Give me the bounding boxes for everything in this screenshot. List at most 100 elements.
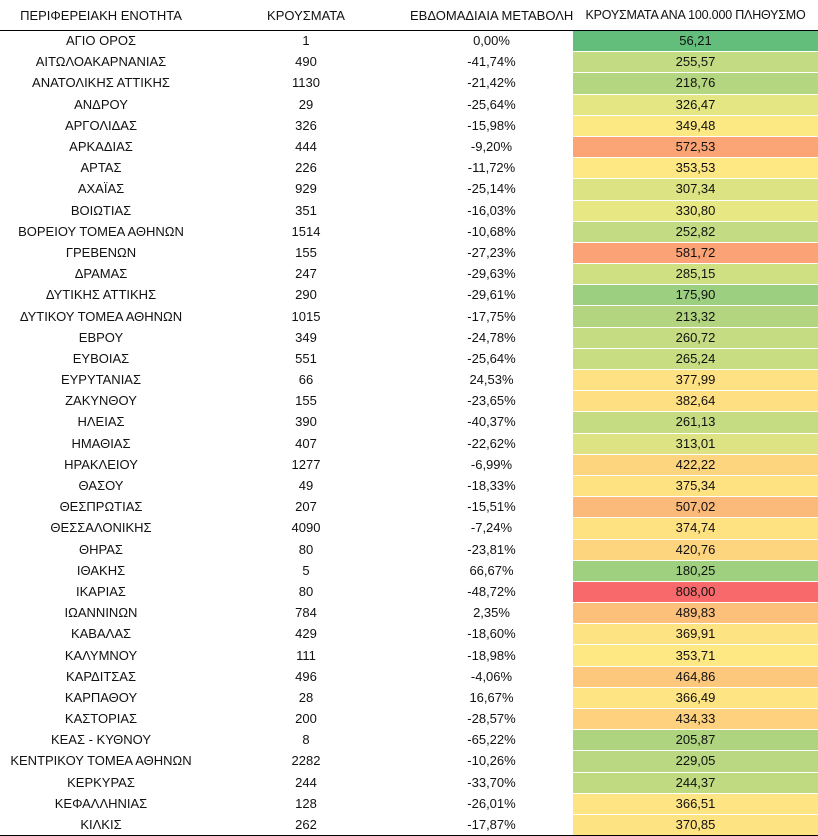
rate-cell[interactable]: 808,00 xyxy=(573,581,818,604)
rate-cell[interactable]: 326,47 xyxy=(573,94,818,116)
cases-cell[interactable]: 80 xyxy=(298,583,314,599)
rate-cell[interactable]: 366,51 xyxy=(573,793,818,815)
rate-cell[interactable]: 374,74 xyxy=(573,517,818,540)
regional-unit-cell[interactable]: ΕΒΡΟΥ xyxy=(78,329,124,345)
regional-unit-cell[interactable]: ΕΥΡΥΤΑΝΙΑΣ xyxy=(60,372,142,388)
regional-unit-cell[interactable]: ΚΕΑΣ - ΚΥΘΝΟΥ xyxy=(50,732,152,748)
cases-cell[interactable]: 111 xyxy=(296,647,316,663)
rate-cell[interactable]: 261,13 xyxy=(573,411,818,434)
cases-cell[interactable]: 28 xyxy=(298,689,314,705)
weekly-change-cell[interactable]: -15,98% xyxy=(467,117,516,133)
weekly-change-cell[interactable]: -28,57% xyxy=(467,711,516,727)
cases-cell[interactable]: 244 xyxy=(295,774,317,790)
weekly-change-cell[interactable]: -9,20% xyxy=(470,139,513,155)
cases-cell[interactable]: 207 xyxy=(295,499,317,515)
regional-unit-cell[interactable]: ΚΕΡΚΥΡΑΣ xyxy=(67,774,135,790)
weekly-change-cell[interactable]: -7,24% xyxy=(470,520,513,536)
weekly-change-cell[interactable]: -25,64% xyxy=(467,350,516,366)
regional-unit-cell[interactable]: ΙΘΑΚΗΣ xyxy=(76,562,126,578)
rate-cell[interactable]: 422,22 xyxy=(573,454,818,476)
cases-cell[interactable]: 490 xyxy=(295,54,317,70)
rate-cell[interactable]: 175,90 xyxy=(573,284,818,307)
cases-cell[interactable]: 929 xyxy=(295,181,317,197)
weekly-change-cell[interactable]: -6,99% xyxy=(470,456,513,472)
regional-unit-cell[interactable]: ΗΜΑΘΙΑΣ xyxy=(71,435,131,451)
cases-cell[interactable]: 290 xyxy=(295,287,317,303)
regional-unit-cell[interactable]: ΚΕΝΤΡΙΚΟΥ ΤΟΜΕΑ ΑΘΗΝΩΝ xyxy=(10,753,192,769)
regional-unit-cell[interactable]: ΗΡΑΚΛΕΙΟΥ xyxy=(64,456,138,472)
cases-cell[interactable]: 5 xyxy=(302,562,310,578)
weekly-change-cell[interactable]: -23,81% xyxy=(467,541,516,557)
weekly-change-cell[interactable]: -21,42% xyxy=(467,75,516,91)
cases-cell[interactable]: 49 xyxy=(298,478,314,494)
cases-cell[interactable]: 390 xyxy=(295,414,317,430)
cases-cell[interactable]: 551 xyxy=(295,350,317,366)
weekly-change-cell[interactable]: 66,67% xyxy=(469,562,514,578)
regional-unit-cell[interactable]: ΑΝΑΤΟΛΙΚΗΣ ΑΤΤΙΚΗΣ xyxy=(32,75,170,91)
weekly-change-cell[interactable]: -11,72% xyxy=(467,160,516,176)
regional-unit-cell[interactable]: ΑΧΑΪΑΣ xyxy=(77,181,125,197)
cases-cell[interactable]: 200 xyxy=(295,711,317,727)
cases-cell[interactable]: 80 xyxy=(298,541,314,557)
regional-unit-cell[interactable]: ΚΑΒΑΛΑΣ xyxy=(70,626,132,642)
rate-cell[interactable]: 572,53 xyxy=(573,136,818,159)
regional-unit-cell[interactable]: ΑΡΤΑΣ xyxy=(80,160,122,176)
cases-cell[interactable]: 262 xyxy=(202,814,410,836)
rate-cell[interactable]: 353,71 xyxy=(573,644,818,667)
rate-cell[interactable]: 349,48 xyxy=(573,115,818,137)
rate-cell[interactable]: 213,32 xyxy=(573,305,818,328)
cases-cell[interactable]: 2282 xyxy=(291,753,321,769)
regional-unit-cell[interactable]: ΙΩΑΝΝΙΝΩΝ xyxy=(64,605,138,621)
cases-cell[interactable]: 128 xyxy=(295,795,317,811)
weekly-change-cell[interactable]: 2,35% xyxy=(473,605,510,621)
weekly-change-cell[interactable]: -15,51% xyxy=(467,499,516,515)
cases-cell[interactable]: 1 xyxy=(302,33,310,49)
rate-cell[interactable]: 265,24 xyxy=(573,348,818,371)
regional-unit-cell[interactable]: ΗΛΕΙΑΣ xyxy=(77,414,125,430)
weekly-change-cell[interactable]: -16,03% xyxy=(467,202,516,218)
rate-cell[interactable]: 244,37 xyxy=(573,772,818,794)
cases-cell[interactable]: 66 xyxy=(298,372,314,388)
regional-unit-cell[interactable]: ΑΝΔΡΟΥ xyxy=(74,96,128,112)
cases-cell[interactable]: 8 xyxy=(302,732,310,748)
regional-unit-cell[interactable]: ΑΡΓΟΛΙΔΑΣ xyxy=(64,117,138,133)
weekly-change-cell[interactable]: -17,75% xyxy=(467,308,516,324)
rate-cell[interactable]: 507,02 xyxy=(573,496,818,519)
rate-cell[interactable]: 255,57 xyxy=(573,51,818,74)
regional-unit-cell[interactable]: ΘΕΣΣΑΛΟΝΙΚΗΣ xyxy=(50,520,152,536)
cases-cell[interactable]: 496 xyxy=(295,668,317,684)
weekly-change-cell[interactable]: -22,62% xyxy=(467,435,516,451)
rate-cell[interactable]: 370,85 xyxy=(573,814,818,836)
weekly-change-cell[interactable]: -10,26% xyxy=(467,753,516,769)
regional-unit-cell[interactable]: ΚΑΡΠΑΘΟΥ xyxy=(64,689,138,705)
weekly-change-cell[interactable]: -18,60% xyxy=(467,626,516,642)
regional-unit-cell[interactable]: ΕΥΒΟΙΑΣ xyxy=(72,350,130,366)
rate-cell[interactable]: 260,72 xyxy=(573,327,818,349)
cases-cell[interactable]: 1514 xyxy=(291,223,321,239)
regional-unit-cell[interactable]: ΒΟΙΩΤΙΑΣ xyxy=(70,202,132,218)
rate-cell[interactable]: 382,64 xyxy=(573,390,818,413)
regional-unit-cell[interactable]: ΚΕΦΑΛΛΗΝΙΑΣ xyxy=(54,795,148,811)
weekly-change-cell[interactable]: -41,74% xyxy=(467,54,516,70)
regional-unit-cell[interactable]: ΑΙΤΩΛΟΑΚΑΡΝΑΝΙΑΣ xyxy=(35,54,167,70)
regional-unit-cell[interactable]: ΔΥΤΙΚΗΣ ΑΤΤΙΚΗΣ xyxy=(45,287,157,303)
weekly-change-cell[interactable]: -23,65% xyxy=(467,393,516,409)
regional-unit-cell[interactable]: ΘΑΣΟΥ xyxy=(78,478,124,494)
weekly-change-cell[interactable]: -18,33% xyxy=(467,478,516,494)
cases-cell[interactable]: 1015 xyxy=(291,308,321,324)
cases-cell[interactable]: 1130 xyxy=(292,75,320,91)
cases-cell[interactable]: 1277 xyxy=(291,456,321,472)
rate-cell[interactable]: 366,49 xyxy=(573,687,818,710)
weekly-change-cell[interactable]: -18,98% xyxy=(467,647,516,663)
weekly-change-cell[interactable]: -48,72% xyxy=(467,583,516,599)
weekly-change-cell[interactable]: -24,78% xyxy=(467,329,516,345)
rate-cell[interactable]: 56,21 xyxy=(573,30,818,53)
rate-cell[interactable]: 375,34 xyxy=(573,475,818,498)
cases-cell[interactable]: 349 xyxy=(295,329,317,345)
cases-cell[interactable]: 155 xyxy=(295,244,317,260)
regional-unit-cell[interactable]: ΚΙΛΚΙΣ xyxy=(0,814,202,836)
cases-cell[interactable]: 247 xyxy=(295,266,317,282)
weekly-change-cell[interactable]: -40,37% xyxy=(467,414,516,430)
rate-cell[interactable]: 420,76 xyxy=(573,539,818,561)
cases-cell[interactable]: 351 xyxy=(295,202,317,218)
